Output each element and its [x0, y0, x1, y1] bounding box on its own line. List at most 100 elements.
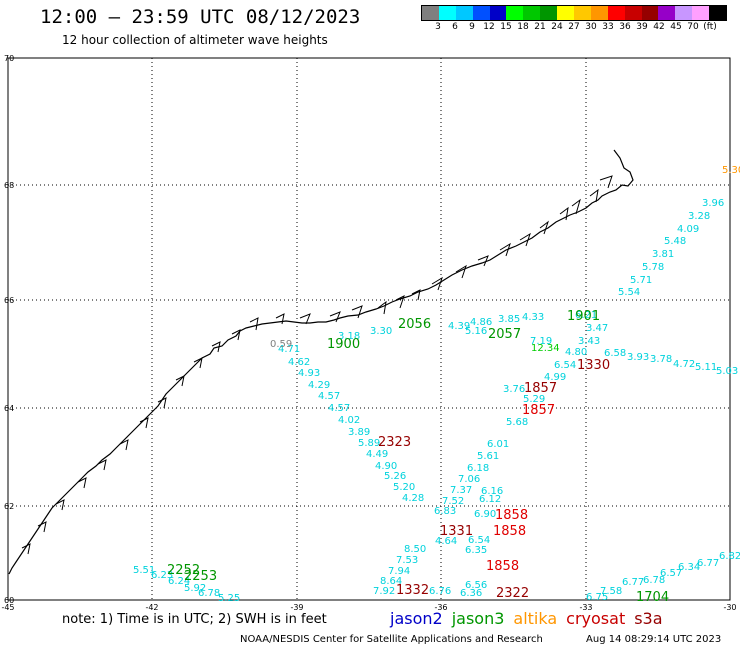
wave-height-value: 3.85	[498, 314, 520, 325]
wave-height-value: 6.54	[554, 360, 576, 371]
wave-height-value: 4.39	[448, 321, 470, 332]
pass-time: 1331	[440, 524, 473, 539]
fjord-detail	[21, 175, 613, 555]
wave-height-value: 4.71	[278, 344, 300, 355]
wave-height-value: 4.62	[288, 357, 310, 368]
tick-label: 60	[4, 596, 14, 605]
pass-time: 1901	[567, 309, 600, 324]
wave-height-value: 3.78	[650, 354, 672, 365]
wave-height-value: 3.30	[370, 326, 392, 337]
wave-height-value: 6.24	[168, 576, 190, 587]
wave-height-value: 3.96	[702, 198, 724, 209]
wave-height-value: 6.90	[474, 509, 496, 520]
tick-label: -39	[290, 603, 303, 612]
legend-label: 24	[551, 22, 563, 32]
legend-swatch	[557, 6, 575, 20]
tick-label: -45	[1, 603, 14, 612]
wave-height-value: 3.47	[586, 323, 608, 334]
wave-height-value: 3.18	[338, 331, 360, 342]
wave-height-value: 6.58	[604, 348, 626, 359]
wave-height-value: 6.01	[487, 439, 509, 450]
wave-height-value: 6.83	[434, 506, 456, 517]
wave-height-value: 4.57	[318, 391, 340, 402]
legend-swatch	[675, 6, 693, 20]
tick-label: 64	[4, 404, 14, 413]
wave-height-value: 0.59	[270, 339, 292, 350]
wave-height-value: 6.78	[643, 575, 665, 586]
wave-height-value: 4.93	[298, 368, 320, 379]
legend-swatch	[641, 6, 659, 20]
wave-height-value: 7.53	[396, 555, 418, 566]
legend-swatch	[422, 6, 439, 20]
pass-time: 1704	[636, 590, 669, 605]
wave-height-value: 5.03	[716, 366, 738, 377]
wave-height-value: 8.64	[380, 576, 402, 587]
pass-time: 1857	[524, 381, 557, 396]
color-legend: 3 6 9 12 15 18 21 24 27 30 33 36 39 42 45 70 (ft)	[421, 5, 728, 35]
wave-height-value: 3.81	[652, 249, 674, 260]
wave-height-value: 6.75	[586, 592, 608, 603]
pass-time: 2056	[398, 317, 431, 332]
legend-swatch	[574, 6, 591, 20]
legend-label: 30	[585, 22, 597, 32]
satellite-legend: jason2 jason3 altika cryosat s3a	[390, 609, 672, 628]
pass-time: 1858	[486, 559, 519, 574]
wave-height-value: 5.51	[133, 565, 155, 576]
wave-height-value: 4.64	[435, 536, 457, 547]
wave-height-value: 4.80	[565, 347, 587, 358]
wave-height-value: 4.49	[366, 449, 388, 460]
pass-time: 1858	[495, 508, 528, 523]
wave-height-value: 6.78	[198, 588, 220, 599]
tick-label: -42	[145, 603, 158, 612]
wave-height-value: 6.76	[429, 586, 451, 597]
wave-height-value: 4.57	[328, 403, 350, 414]
satellite-s3a: s3a	[634, 609, 663, 628]
graticule: -45 -42 -39 -36 -33 -30 70 68 66 64 62 60	[1, 54, 736, 612]
legend-label: 33	[602, 22, 614, 32]
legend-swatch	[590, 6, 608, 20]
wave-height-value: 5.78	[642, 262, 664, 273]
tick-label: -33	[579, 603, 592, 612]
credit-text: NOAA/NESDIS Center for Satellite Applica…	[240, 634, 543, 645]
legend-swatch	[523, 6, 541, 20]
satellite-cryosat: cryosat	[566, 609, 626, 628]
wave-height-value: 6.57	[660, 568, 682, 579]
wave-height-value: 5.61	[477, 451, 499, 462]
credit-footer: NOAA/NESDIS Center for Satellite Applica…	[240, 634, 721, 645]
wave-height-value: 6.77	[622, 577, 644, 588]
pass-time: 1332	[396, 583, 429, 598]
legend-swatch	[624, 6, 642, 20]
wave-height-value: 4.99	[544, 372, 566, 383]
legend-swatch	[658, 6, 676, 20]
legend-label: 42	[653, 22, 665, 32]
wave-height-value: 4.02	[338, 415, 360, 426]
satellite-jason2: jason2	[390, 609, 443, 628]
wave-height-value: 5.71	[630, 275, 652, 286]
wave-height-value: 12.34	[531, 343, 560, 354]
greenland-coastline	[8, 149, 634, 575]
wave-height-value: 3.76	[503, 384, 525, 395]
wave-height-value: 6.82	[719, 551, 740, 562]
legend-swatch	[489, 6, 507, 20]
tick-label: -30	[723, 603, 736, 612]
pass-time: 1857	[522, 403, 555, 418]
wave-height-value: 7.52	[442, 496, 464, 507]
tick-label: 62	[4, 502, 14, 511]
tick-label: 66	[4, 296, 14, 305]
wave-height-value: 4.29	[308, 380, 330, 391]
legend-label: (ft)	[703, 22, 717, 32]
legend-swatch	[506, 6, 524, 20]
satellite-jason3: jason3	[451, 609, 505, 628]
wave-height-value: 7.06	[458, 474, 480, 485]
legend-label: 27	[568, 22, 580, 32]
wave-height-value: 7.19	[530, 336, 552, 347]
wave-height-value: 4.86	[470, 317, 492, 328]
wave-height-value: 5.30	[722, 165, 740, 176]
satellite-altika: altika	[513, 609, 558, 628]
legend-swatch	[607, 6, 625, 20]
wave-height-value: 4.33	[522, 312, 544, 323]
wave-height-value: 3.43	[578, 336, 600, 347]
wave-height-value: 7.94	[388, 566, 410, 577]
wave-height-value: 3.89	[348, 427, 370, 438]
wave-height-labels: 3.96 3.28 4.095.48 3.81 5.78 5.715.54 4.33 6.21…	[133, 165, 740, 604]
